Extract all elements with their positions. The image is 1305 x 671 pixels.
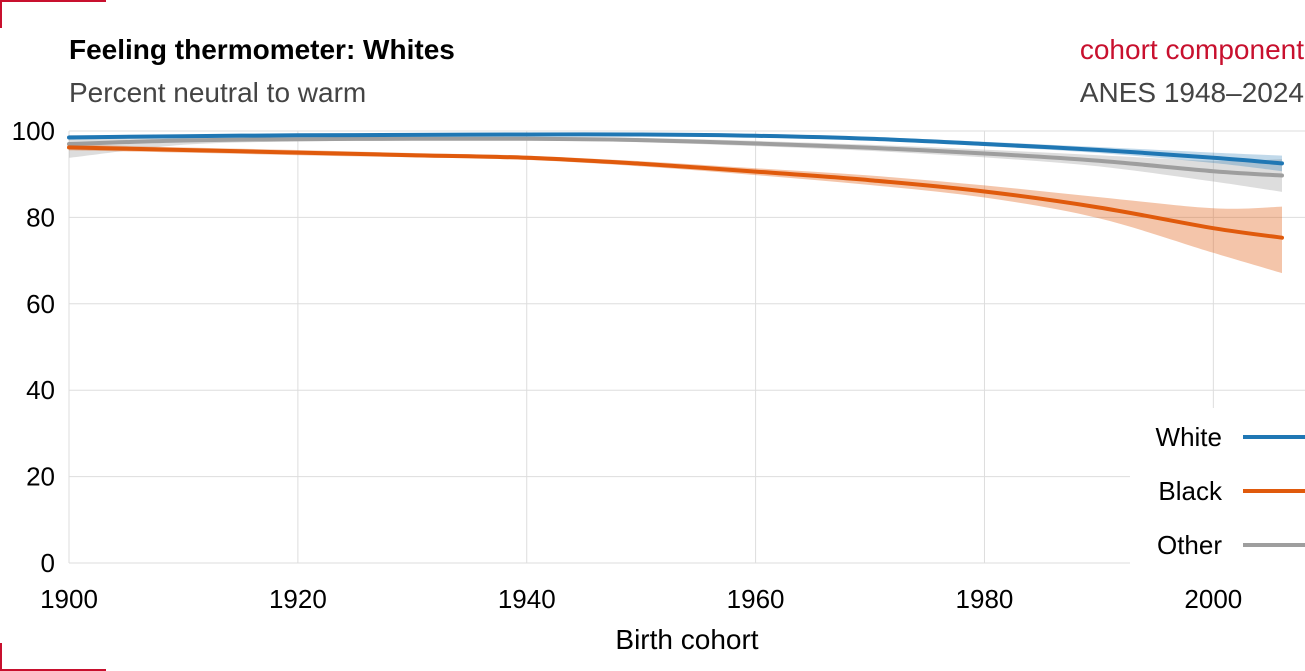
y-tick-label: 0 (41, 548, 55, 578)
confidence-band-other (69, 135, 1282, 192)
y-tick-label: 40 (26, 375, 55, 405)
x-tick-label: 1960 (727, 584, 785, 614)
legend-label-black: Black (1158, 476, 1223, 506)
y-tick-label: 100 (12, 116, 55, 146)
axis-ticks: 0 20 40 60 80 100 1900 1920 1940 1960 1980 2000 (12, 116, 1243, 614)
x-tick-label: 2000 (1184, 584, 1242, 614)
series-line-other (67, 136, 1284, 178)
x-tick-label: 1980 (956, 584, 1014, 614)
legend-background (1130, 408, 1305, 568)
x-tick-label: 1940 (498, 584, 556, 614)
series-lines (67, 132, 1284, 240)
method-tag: cohort component (1079, 34, 1304, 65)
series-line-black (67, 145, 1284, 240)
corner-mark-bottom (0, 643, 106, 671)
chart-subtitle: Percent neutral to warm (69, 77, 367, 108)
series-line-white (67, 132, 1284, 166)
confidence-bands (69, 133, 1282, 274)
corner-mark-top-horizontal (0, 0, 106, 2)
grid-layer (68, 130, 1305, 564)
legend-label-other: Other (1157, 530, 1222, 560)
source-label: ANES 1948–2024 (1079, 77, 1304, 108)
y-tick-label: 80 (26, 202, 55, 232)
x-tick-label: 1900 (40, 584, 98, 614)
corner-mark-bottom-horizontal (0, 669, 106, 671)
legend: White Black Other (1130, 408, 1305, 568)
corner-mark-top (0, 0, 106, 28)
corner-mark-bottom-vertical (0, 643, 2, 671)
y-tick-label: 20 (26, 462, 55, 492)
y-tick-label: 60 (26, 289, 55, 319)
x-axis-label: Birth cohort (615, 624, 758, 655)
x-tick-label: 1920 (269, 584, 327, 614)
chart-title: Feeling thermometer: Whites (69, 34, 455, 65)
legend-label-white: White (1156, 422, 1222, 452)
corner-mark-top-vertical (0, 0, 2, 28)
